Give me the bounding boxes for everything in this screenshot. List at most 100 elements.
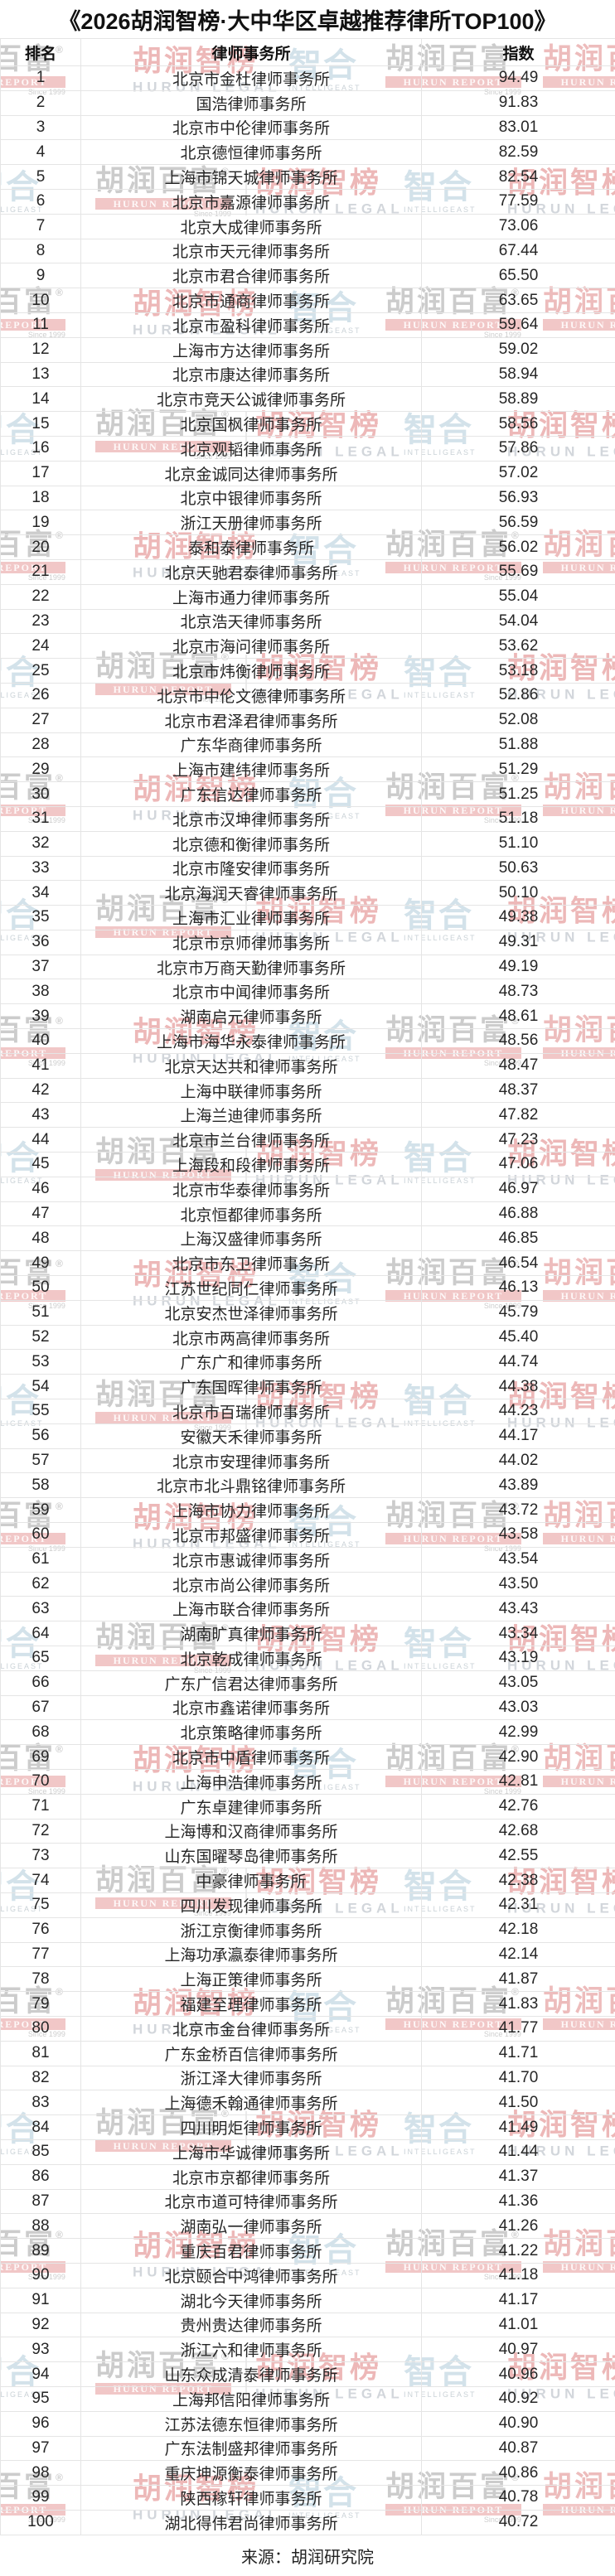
cell-firm-name: 四川发现律师事务所 xyxy=(80,1892,422,1918)
table-row: 51 北京安杰世泽律师事务所 45.79 xyxy=(0,1299,615,1326)
cell-index: 51.25 xyxy=(421,781,615,807)
table-row: 55 北京市百瑞律师事务所 44.23 xyxy=(0,1399,615,1424)
cell-index: 41.77 xyxy=(421,2015,615,2042)
table-row: 31 北京市汉坤律师事务所 51.18 xyxy=(0,805,615,832)
table-row: 78 上海正策律师事务所 41.87 xyxy=(0,1966,615,1993)
cell-rank: 69 xyxy=(0,1744,81,1770)
cell-rank: 85 xyxy=(0,2139,81,2165)
cell-rank: 18 xyxy=(0,485,81,511)
cell-rank: 41 xyxy=(0,1052,81,1079)
cell-firm-name: 上海市协力律师事务所 xyxy=(80,1497,422,1524)
cell-firm-name: 山东众成清泰律师事务所 xyxy=(80,2361,422,2387)
table-row: 48 上海汉盛律师事务所 46.85 xyxy=(0,1225,615,1252)
table-row: 35 上海市汇业律师事务所 49.38 xyxy=(0,905,615,930)
table-row: 29 上海市建纬律师事务所 51.29 xyxy=(0,756,615,783)
cell-firm-name: 北京市万商天勤律师事务所 xyxy=(80,954,422,980)
cell-index: 42.14 xyxy=(421,1941,615,1968)
cell-firm-name: 北京市北斗鼎铭律师事务所 xyxy=(80,1472,422,1499)
cell-firm-name: 浙江六和律师事务所 xyxy=(80,2337,422,2363)
table-row: 34 北京海润天睿律师事务所 50.10 xyxy=(0,880,615,906)
cell-index: 82.54 xyxy=(421,164,615,190)
cell-index: 43.54 xyxy=(421,1546,615,1573)
cell-firm-name: 北京市金杜律师事务所 xyxy=(80,65,422,91)
cell-rank: 76 xyxy=(0,1916,81,1943)
cell-rank: 22 xyxy=(0,583,81,610)
table-row: 2 国浩律师事务所 91.83 xyxy=(0,89,615,116)
table-row: 53 广东广和律师事务所 44.74 xyxy=(0,1349,615,1375)
cell-firm-name: 北京德和衡律师事务所 xyxy=(80,830,422,857)
cell-index: 42.81 xyxy=(421,1768,615,1795)
table-row: 75 四川发现律师事务所 42.31 xyxy=(0,1892,615,1918)
cell-index: 53.18 xyxy=(421,658,615,684)
cell-index: 55.04 xyxy=(421,583,615,610)
cell-firm-name: 广东卓建律师事务所 xyxy=(80,1793,422,1820)
cell-rank: 89 xyxy=(0,2238,81,2264)
cell-index: 57.02 xyxy=(421,460,615,486)
table-row: 81 广东金桥百信律师事务所 41.71 xyxy=(0,2040,615,2066)
cell-index: 50.63 xyxy=(421,855,615,882)
table-row: 30 广东信达律师事务所 51.25 xyxy=(0,781,615,807)
cell-index: 56.02 xyxy=(421,534,615,560)
cell-index: 47.82 xyxy=(421,1102,615,1129)
cell-rank: 68 xyxy=(0,1719,81,1746)
cell-rank: 5 xyxy=(0,164,81,190)
cell-index: 46.85 xyxy=(421,1225,615,1252)
table-row: 82 浙江泽大律师事务所 41.70 xyxy=(0,2065,615,2091)
table-row: 1 北京市金杜律师事务所 94.49 xyxy=(0,65,615,91)
table-row: 85 上海市华诚律师事务所 41.44 xyxy=(0,2139,615,2165)
cell-firm-name: 北京安杰世泽律师事务所 xyxy=(80,1299,422,1326)
cell-rank: 23 xyxy=(0,608,81,635)
cell-index: 51.18 xyxy=(421,805,615,832)
cell-index: 46.97 xyxy=(421,1176,615,1202)
cell-index: 41.83 xyxy=(421,1991,615,2017)
cell-firm-name: 广东国晖律师事务所 xyxy=(80,1374,422,1400)
cell-firm-name: 上海市锦天城律师事务所 xyxy=(80,164,422,190)
cell-index: 83.01 xyxy=(421,114,615,141)
cell-rank: 59 xyxy=(0,1497,81,1524)
cell-index: 56.93 xyxy=(421,485,615,511)
cell-firm-name: 浙江泽大律师事务所 xyxy=(80,2065,422,2091)
cell-rank: 67 xyxy=(0,1694,81,1721)
table-row: 16 北京观韬律师事务所 57.86 xyxy=(0,435,615,462)
table-row: 74 中豪律师事务所 42.38 xyxy=(0,1868,615,1893)
cell-rank: 84 xyxy=(0,2114,81,2140)
cell-firm-name: 上海市汇业律师事务所 xyxy=(80,905,422,930)
cell-index: 41.36 xyxy=(421,2188,615,2215)
cell-index: 43.43 xyxy=(421,1596,615,1622)
cell-firm-name: 上海市方达律师事务所 xyxy=(80,336,422,363)
column-header-firm: 律师事务所 xyxy=(80,38,422,66)
cell-firm-name: 陕西稼轩律师事务所 xyxy=(80,2485,422,2511)
cell-index: 41.17 xyxy=(421,2287,615,2313)
cell-firm-name: 北京市邦盛律师事务所 xyxy=(80,1522,422,1548)
cell-firm-name: 北京市鑫诺律师事务所 xyxy=(80,1694,422,1721)
cell-rank: 61 xyxy=(0,1546,81,1573)
cell-firm-name: 北京市中伦文德律师事务所 xyxy=(80,682,422,708)
cell-index: 41.50 xyxy=(421,2090,615,2116)
cell-index: 40.78 xyxy=(421,2485,615,2511)
cell-index: 41.70 xyxy=(421,2065,615,2091)
cell-index: 40.96 xyxy=(421,2361,615,2387)
column-header-rank: 排名 xyxy=(0,38,81,66)
cell-index: 51.10 xyxy=(421,830,615,857)
cell-firm-name: 北京德恒律师事务所 xyxy=(80,139,422,166)
cell-firm-name: 北京市竞天公诚律师事务所 xyxy=(80,386,422,413)
cell-firm-name: 上海市建纬律师事务所 xyxy=(80,756,422,783)
table-row: 42 上海中联律师事务所 48.37 xyxy=(0,1077,615,1104)
table-row: 66 广东广信君达律师事务所 43.05 xyxy=(0,1670,615,1696)
table-row: 26 北京市中伦文德律师事务所 52.86 xyxy=(0,682,615,708)
cell-firm-name: 北京市华泰律师事务所 xyxy=(80,1176,422,1202)
cell-index: 57.86 xyxy=(421,435,615,462)
table-row: 12 上海市方达律师事务所 59.02 xyxy=(0,336,615,363)
table-row: 97 广东法制盛邦律师事务所 40.87 xyxy=(0,2435,615,2462)
cell-firm-name: 北京市京都律师事务所 xyxy=(80,2163,422,2190)
cell-index: 46.88 xyxy=(421,1201,615,1227)
cell-firm-name: 北京市东卫律师事务所 xyxy=(80,1250,422,1277)
table-row: 92 贵州贵达律师事务所 41.01 xyxy=(0,2312,615,2338)
cell-rank: 2 xyxy=(0,89,81,116)
cell-rank: 38 xyxy=(0,979,81,1005)
cell-rank: 46 xyxy=(0,1176,81,1202)
cell-firm-name: 上海申浩律师事务所 xyxy=(80,1768,422,1795)
cell-firm-name: 湖南旷真律师事务所 xyxy=(80,1621,422,1646)
